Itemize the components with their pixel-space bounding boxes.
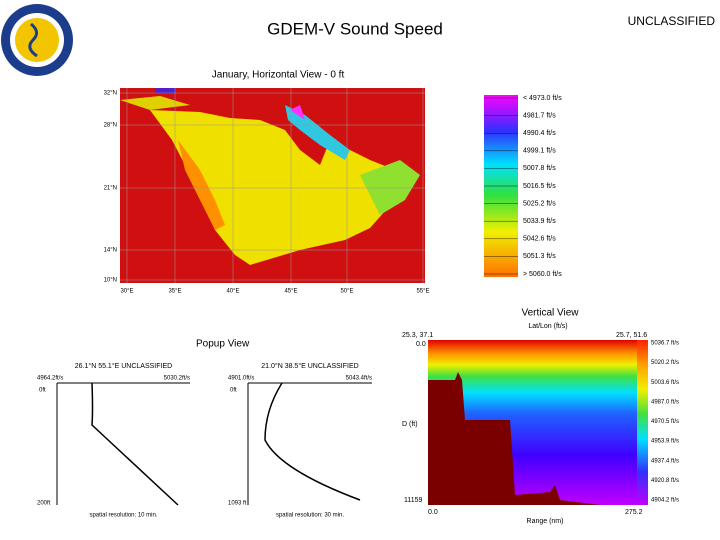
depth-top: 0.0 — [416, 341, 426, 348]
vertical-legend-label: 4920.8 ft/s — [651, 478, 679, 484]
lat-label: 10°N — [104, 278, 117, 284]
vertical-legend-label: 4953.9 ft/s — [651, 439, 679, 445]
panel-note: spatial resolution: 30 min. — [276, 513, 344, 519]
depth-label: D (ft) — [402, 421, 418, 428]
vertical-legend-label: 4987.0 ft/s — [651, 399, 679, 405]
vertical-subtitle: Lat/Lon (ft/s) — [528, 323, 567, 330]
slide-title: GDEM-V Sound Speed — [267, 19, 443, 38]
legend-label: > 5060.0 ft/s — [523, 271, 562, 278]
map-title: January, Horizontal View - 0 ft — [212, 70, 345, 81]
lat-label: 28°N — [104, 123, 117, 129]
range-label: Range (nm) — [527, 518, 564, 525]
panel-max: 5043.4ft/s — [346, 376, 372, 382]
panel-title: 26.1°N 55.1°E UNCLASSIFIED — [75, 362, 172, 370]
vertical-legend-label: 5036.7 ft/s — [651, 341, 679, 347]
vertical-legend-label: 5003.6 ft/s — [651, 380, 679, 386]
lat-label: 32°N — [104, 91, 117, 97]
panel-min: 4901.0ft/s — [228, 376, 254, 382]
legend-label: < 4973.0 ft/s — [523, 95, 562, 102]
panel-top: 0ft — [230, 388, 237, 394]
start-coord: 25.3, 37.1 — [402, 332, 433, 339]
map — [120, 88, 425, 283]
logo — [1, 4, 73, 76]
panel-min: 4964.2ft/s — [37, 376, 63, 382]
legend-label: 4999.1 ft/s — [523, 148, 556, 155]
lon-label: 45°E — [284, 289, 297, 295]
depth-bottom: 11159 — [404, 497, 423, 504]
vertical-legend-label: 4937.4 ft/s — [651, 458, 679, 464]
end-coord: 25.7, 51.6 — [616, 332, 647, 339]
profile-curve — [264, 382, 361, 501]
legend-label: 5025.2 ft/s — [523, 200, 556, 207]
popup-title: Popup View — [196, 339, 250, 350]
lon-label: 35°E — [168, 289, 181, 295]
range-start: 0.0 — [428, 509, 438, 516]
panel-note: spatial resolution: 10 min. — [89, 513, 157, 519]
legend-label: 5007.8 ft/s — [523, 165, 556, 172]
seafloor — [428, 372, 600, 505]
panel-bottom: 1093 ft — [228, 501, 247, 507]
classification: UNCLASSIFIED — [628, 14, 716, 28]
vertical-legend-label: 4904.2 ft/s — [651, 498, 679, 504]
lon-label: 40°E — [226, 289, 239, 295]
legend-label: 5042.6 ft/s — [523, 236, 556, 243]
panel-top: 0ft — [39, 388, 46, 394]
legend-label: 5051.3 ft/s — [523, 253, 556, 260]
vertical-legend-label: 4970.5 ft/s — [651, 419, 679, 425]
lat-label: 14°N — [104, 248, 117, 254]
legend-label: 5033.9 ft/s — [523, 218, 556, 225]
panel-bottom: 200ft — [37, 501, 51, 507]
lon-label: 30°E — [120, 289, 133, 295]
legend-label: 4981.7 ft/s — [523, 112, 556, 119]
legend-label: 4990.4 ft/s — [523, 130, 556, 137]
lon-label: 55°E — [416, 289, 429, 295]
vertical-legend-label: 5020.2 ft/s — [651, 360, 679, 366]
lat-label: 21°N — [104, 186, 117, 192]
profile-curve — [91, 382, 179, 506]
panel-max: 5030.2ft/s — [164, 376, 190, 382]
legend-label: 5016.5 ft/s — [523, 183, 556, 190]
lon-label: 50°E — [340, 289, 353, 295]
vertical-legend-bar — [637, 340, 648, 505]
range-end: 275.2 — [625, 509, 643, 516]
panel-title: 21.0°N 38.5°E UNCLASSIFIED — [261, 362, 358, 370]
vertical-title: Vertical View — [521, 308, 579, 319]
